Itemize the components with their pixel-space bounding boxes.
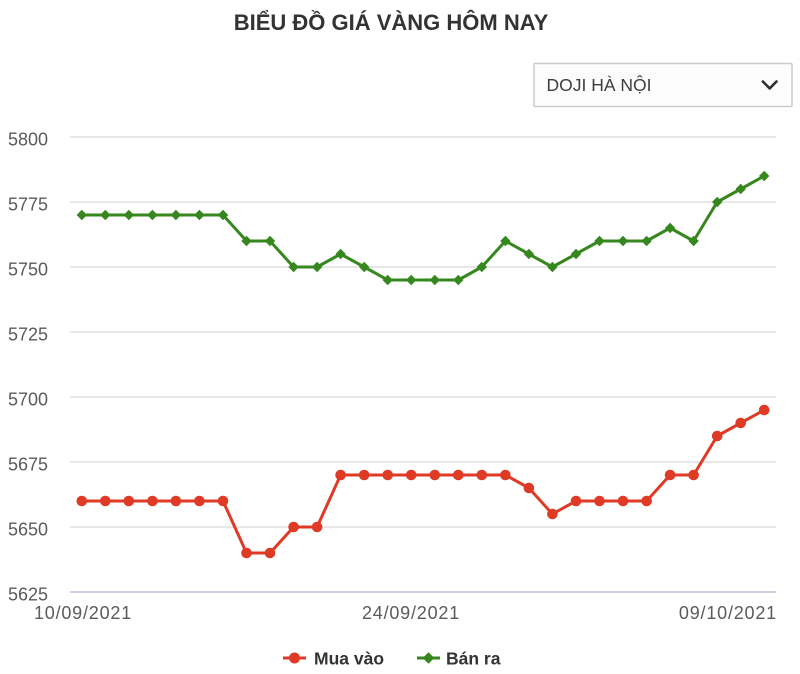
svg-text:5750: 5750 [8, 260, 48, 280]
svg-text:BIỂU ĐỒ GIÁ VÀNG HÔM NAY: BIỂU ĐỒ GIÁ VÀNG HÔM NAY [234, 10, 549, 35]
svg-text:5725: 5725 [8, 325, 48, 345]
svg-text:DOJI HÀ NỘI: DOJI HÀ NỘI [547, 74, 652, 95]
svg-text:24/09/2021: 24/09/2021 [362, 603, 460, 623]
svg-text:Bán ra: Bán ra [446, 649, 501, 669]
svg-text:09/10/2021: 09/10/2021 [679, 603, 777, 623]
svg-text:10/09/2021: 10/09/2021 [34, 603, 132, 623]
svg-text:Mua vào: Mua vào [314, 649, 384, 669]
svg-text:5775: 5775 [8, 195, 48, 215]
svg-text:5650: 5650 [8, 520, 48, 540]
svg-text:5700: 5700 [8, 390, 48, 410]
svg-text:5800: 5800 [8, 130, 48, 150]
svg-text:5625: 5625 [8, 585, 48, 605]
svg-text:5675: 5675 [8, 455, 48, 475]
